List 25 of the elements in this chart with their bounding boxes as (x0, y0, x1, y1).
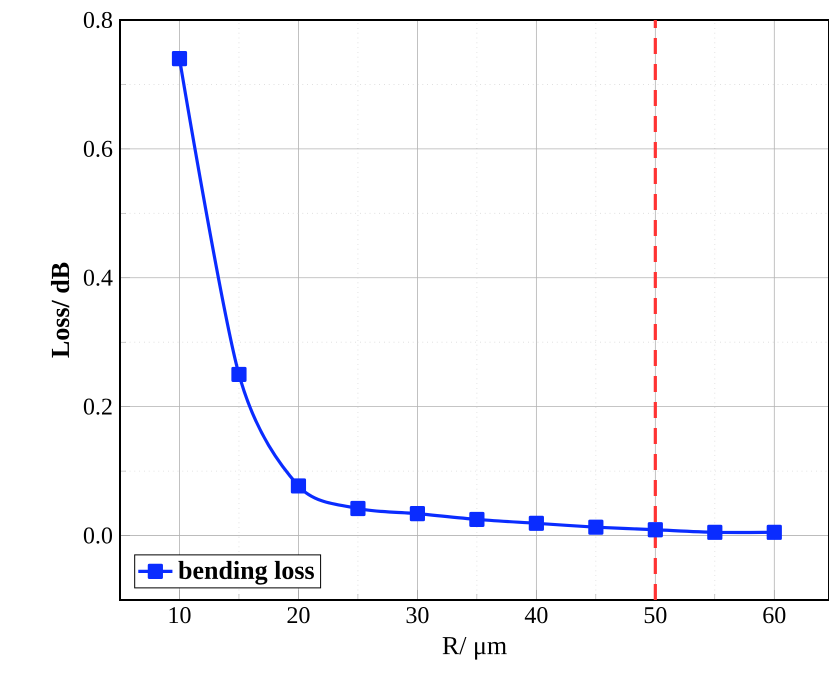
x-tick-label: 40 (524, 607, 548, 624)
point (350, 500, 366, 516)
point (766, 524, 782, 540)
y-tick-label: 0.8 (84, 12, 112, 28)
y-axis-title: Loss/ dB (50, 262, 70, 358)
point (648, 522, 663, 538)
x-tick-label: 60 (763, 607, 786, 624)
point (528, 516, 544, 531)
point (707, 524, 722, 540)
x-tick-label: 10 (170, 607, 191, 624)
x-axis-title: R/ μm (442, 636, 507, 660)
point (231, 366, 247, 382)
y-tick-label: 0.2 (84, 398, 112, 415)
legend-label: bending loss (178, 560, 314, 585)
point (469, 512, 484, 528)
point (410, 506, 426, 522)
x-tick-label: 30 (406, 607, 428, 624)
point (290, 478, 306, 494)
y-tick-label: 0.6 (84, 140, 112, 158)
x-tick-label: 20 (288, 607, 310, 624)
y-tick-label: 0.4 (84, 270, 113, 286)
point (172, 51, 188, 66)
x-tick-label: 50 (644, 607, 666, 624)
point (588, 520, 604, 535)
y-tick-label: 0.0 (84, 527, 112, 544)
